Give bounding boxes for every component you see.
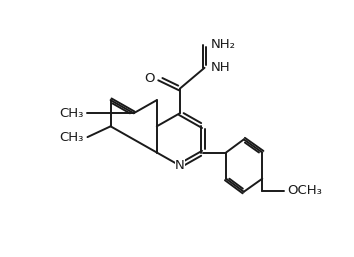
Text: OCH₃: OCH₃	[288, 185, 322, 197]
Text: CH₃: CH₃	[59, 131, 84, 144]
Text: O: O	[145, 72, 155, 85]
Text: N: N	[175, 159, 185, 172]
Text: CH₃: CH₃	[59, 107, 84, 120]
Text: NH₂: NH₂	[211, 38, 236, 51]
Text: NH: NH	[211, 61, 230, 74]
